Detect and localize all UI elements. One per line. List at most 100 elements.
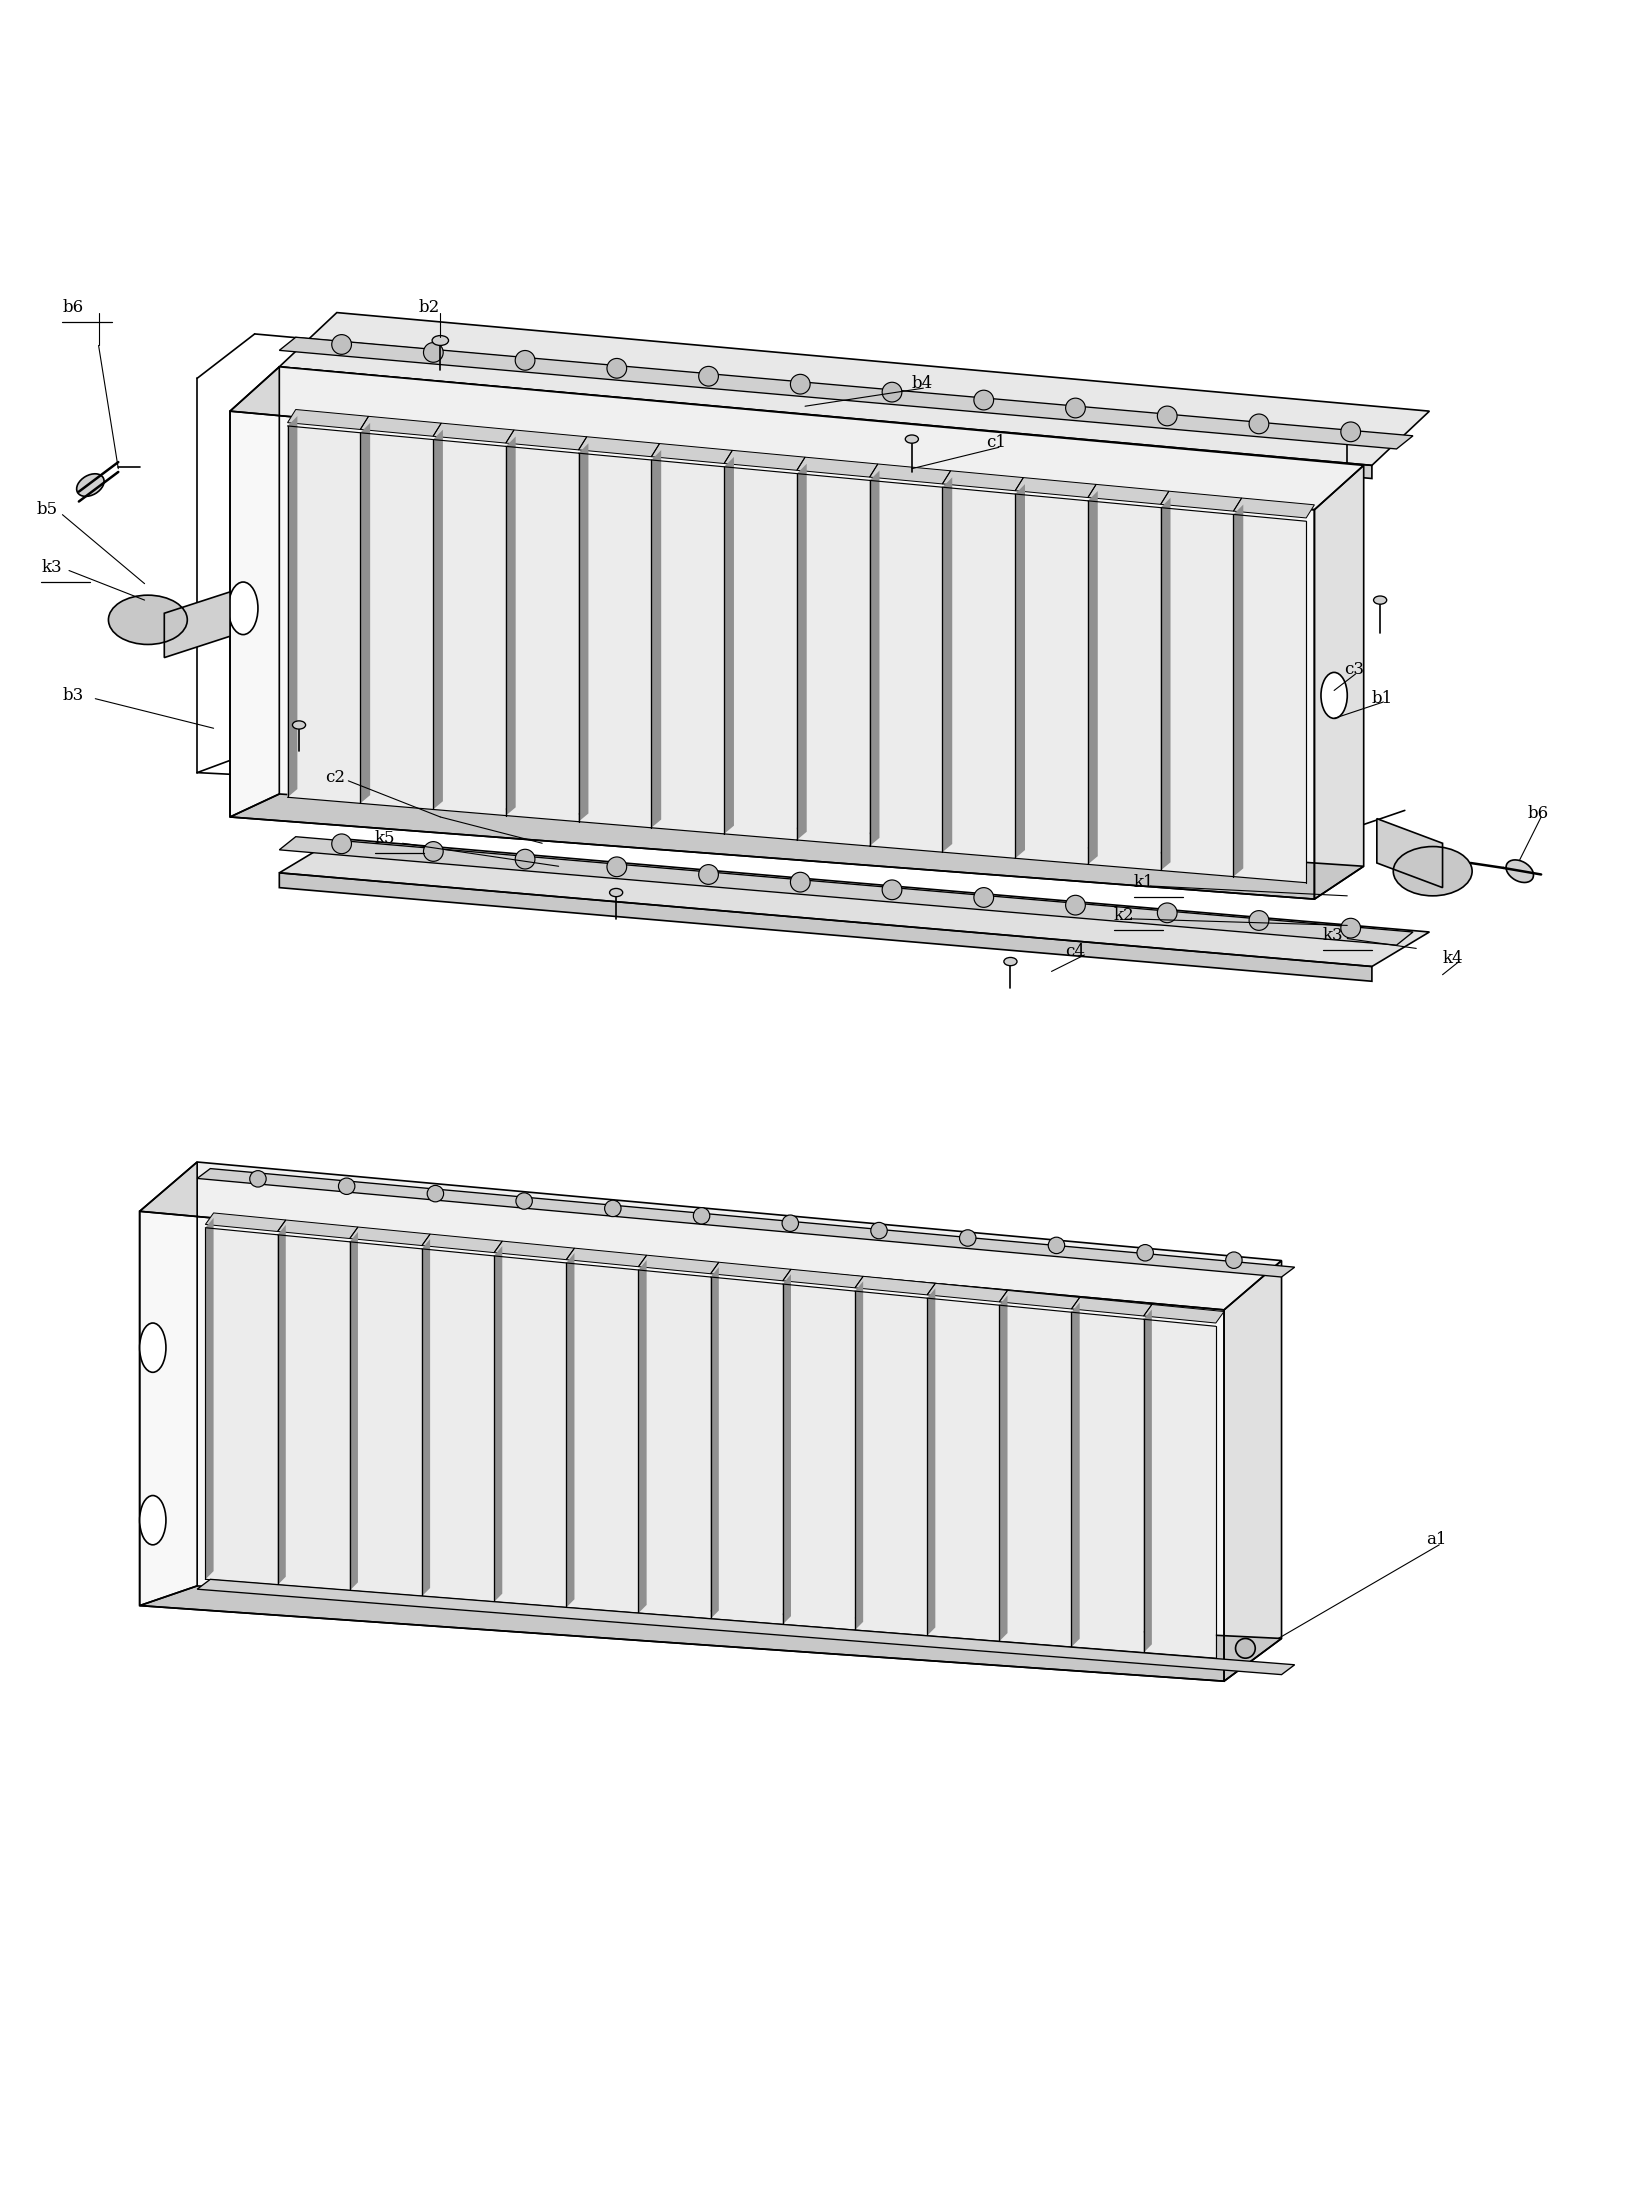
Circle shape — [1157, 407, 1176, 426]
Polygon shape — [1144, 1320, 1216, 1659]
Polygon shape — [567, 1248, 647, 1266]
Polygon shape — [651, 444, 733, 463]
Polygon shape — [1144, 1305, 1224, 1323]
Ellipse shape — [1507, 859, 1533, 883]
Polygon shape — [1160, 492, 1242, 512]
Polygon shape — [434, 431, 444, 809]
Circle shape — [516, 350, 536, 369]
Polygon shape — [279, 367, 1372, 479]
Ellipse shape — [140, 1323, 166, 1373]
Polygon shape — [1234, 514, 1306, 883]
Polygon shape — [1160, 507, 1234, 877]
Polygon shape — [495, 1246, 503, 1602]
Circle shape — [1226, 1253, 1242, 1268]
Ellipse shape — [432, 337, 449, 345]
Text: c1: c1 — [986, 433, 1006, 450]
Polygon shape — [1224, 1261, 1282, 1681]
Circle shape — [1157, 903, 1176, 922]
Text: b6: b6 — [1528, 804, 1549, 822]
Text: k4: k4 — [1443, 949, 1464, 966]
Text: b6: b6 — [62, 299, 84, 317]
Text: b2: b2 — [419, 299, 440, 317]
Polygon shape — [639, 1270, 710, 1620]
Polygon shape — [782, 1283, 854, 1631]
Circle shape — [960, 1231, 976, 1246]
Polygon shape — [205, 1229, 278, 1585]
Polygon shape — [140, 1163, 197, 1605]
Polygon shape — [230, 367, 1364, 509]
Circle shape — [871, 1222, 887, 1239]
Polygon shape — [869, 463, 951, 483]
Polygon shape — [279, 839, 1429, 966]
Circle shape — [424, 343, 444, 363]
Polygon shape — [360, 422, 370, 804]
Polygon shape — [279, 337, 1413, 448]
Circle shape — [1341, 918, 1360, 938]
Circle shape — [782, 1215, 798, 1231]
Polygon shape — [854, 1281, 863, 1631]
Polygon shape — [197, 1578, 1295, 1674]
Circle shape — [698, 367, 718, 387]
Polygon shape — [1071, 1312, 1144, 1653]
Text: k5: k5 — [375, 831, 394, 846]
Circle shape — [698, 866, 718, 885]
Text: b5: b5 — [36, 501, 58, 518]
Polygon shape — [279, 872, 1372, 982]
Circle shape — [516, 1194, 532, 1209]
Circle shape — [427, 1185, 444, 1202]
Polygon shape — [205, 1213, 286, 1231]
Polygon shape — [230, 411, 1314, 898]
Polygon shape — [725, 450, 805, 470]
Text: b4: b4 — [912, 374, 933, 391]
Ellipse shape — [1004, 957, 1017, 966]
Circle shape — [338, 1178, 355, 1194]
Polygon shape — [360, 433, 434, 809]
Polygon shape — [927, 1283, 1007, 1303]
Text: k3: k3 — [41, 560, 62, 575]
Circle shape — [516, 850, 536, 870]
Polygon shape — [288, 415, 297, 798]
Polygon shape — [567, 1264, 639, 1613]
Polygon shape — [495, 1242, 575, 1259]
Polygon shape — [434, 424, 514, 444]
Circle shape — [606, 359, 626, 378]
Polygon shape — [140, 1163, 1282, 1309]
Polygon shape — [288, 409, 368, 428]
Polygon shape — [1015, 494, 1088, 863]
Polygon shape — [350, 1242, 422, 1596]
Text: k3: k3 — [1323, 927, 1344, 944]
Circle shape — [1137, 1244, 1153, 1261]
Polygon shape — [278, 1235, 350, 1591]
Ellipse shape — [228, 581, 258, 634]
Text: b1: b1 — [1372, 691, 1393, 708]
Polygon shape — [725, 468, 797, 839]
Text: c3: c3 — [1344, 660, 1364, 678]
Polygon shape — [1234, 505, 1244, 877]
Ellipse shape — [77, 474, 104, 496]
Circle shape — [1249, 413, 1268, 433]
Circle shape — [693, 1207, 710, 1224]
Polygon shape — [797, 474, 869, 846]
Polygon shape — [710, 1268, 720, 1620]
Polygon shape — [639, 1259, 647, 1613]
Polygon shape — [943, 477, 953, 853]
Polygon shape — [869, 481, 943, 853]
Polygon shape — [1015, 483, 1025, 859]
Circle shape — [974, 391, 994, 411]
Ellipse shape — [1393, 846, 1472, 896]
Polygon shape — [278, 1220, 358, 1239]
Polygon shape — [1088, 485, 1168, 505]
Ellipse shape — [292, 721, 306, 730]
Ellipse shape — [108, 595, 187, 645]
Ellipse shape — [905, 435, 918, 444]
Polygon shape — [1144, 1309, 1152, 1653]
Circle shape — [1066, 896, 1086, 916]
Text: k1: k1 — [1134, 874, 1155, 892]
Polygon shape — [797, 463, 807, 839]
Text: b3: b3 — [62, 686, 84, 704]
Polygon shape — [639, 1255, 720, 1274]
Text: k2: k2 — [1114, 907, 1135, 925]
Polygon shape — [279, 313, 1429, 466]
Text: c2: c2 — [325, 769, 345, 787]
Polygon shape — [578, 444, 588, 822]
